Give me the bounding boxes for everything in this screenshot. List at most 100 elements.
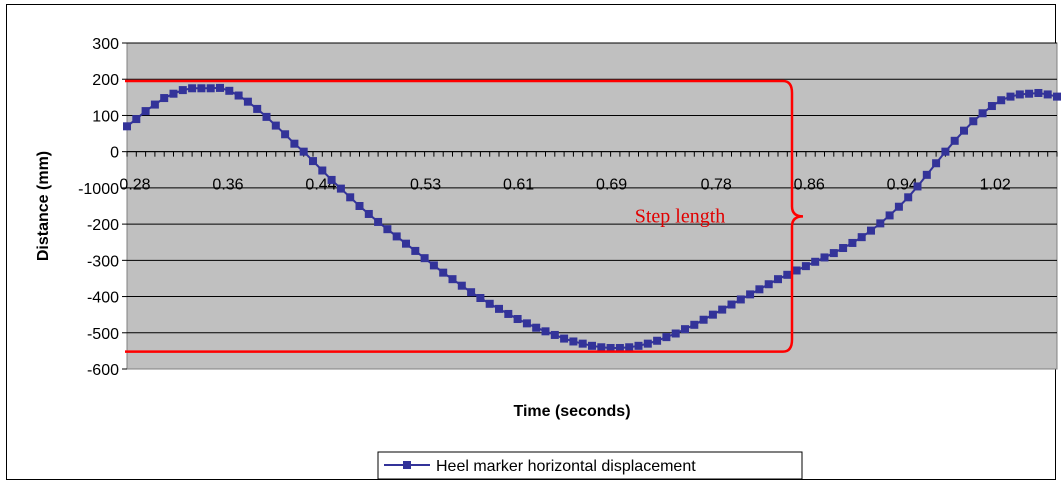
data-point (355, 202, 364, 210)
data-point (309, 157, 317, 166)
y-axis-title: Distance (mm) (35, 151, 52, 261)
data-point (197, 84, 206, 93)
x-axis-title: Time (seconds) (513, 403, 630, 420)
data-point (1043, 90, 1052, 99)
y-tick-label: 0 (110, 145, 119, 162)
data-point (904, 193, 913, 202)
data-point (792, 266, 801, 275)
data-point (783, 270, 792, 279)
y-tick-label: -600 (87, 362, 119, 379)
data-point (262, 112, 271, 121)
data-point (606, 343, 615, 352)
data-point (885, 211, 894, 220)
data-point (615, 343, 624, 352)
data-point (671, 329, 680, 338)
data-point (801, 262, 810, 271)
data-point (653, 336, 662, 345)
data-point (560, 334, 569, 343)
data-point (932, 159, 941, 168)
data-point (150, 100, 159, 109)
data-point (504, 309, 513, 318)
data-point (848, 238, 857, 247)
data-point (857, 233, 866, 242)
data-point (634, 341, 643, 350)
x-tick-label: 0.86 (794, 177, 825, 194)
data-point (699, 315, 708, 324)
data-point (960, 126, 968, 135)
data-point (950, 136, 959, 145)
data-point (188, 84, 197, 93)
data-point (876, 219, 885, 228)
data-point (913, 182, 922, 191)
data-point (169, 89, 178, 98)
data-point (160, 94, 169, 103)
data-point (513, 315, 522, 324)
data-point (987, 102, 996, 111)
data-point (1025, 89, 1034, 98)
data-point (206, 84, 215, 93)
legend-box (377, 451, 803, 480)
data-point (820, 253, 829, 262)
annotation-layer: Step length (125, 79, 804, 353)
legend: Heel marker horizontal displacement (377, 451, 803, 480)
data-point (299, 147, 308, 156)
data-point (420, 254, 429, 263)
x-tick-label: 0.94 (887, 177, 918, 194)
data-point (764, 280, 773, 289)
data-point (829, 249, 838, 258)
data-point (290, 139, 299, 148)
data-point (253, 104, 262, 113)
data-point (746, 290, 755, 299)
data-point (467, 288, 476, 297)
y-tick-label: -400 (87, 290, 119, 307)
data-point (1015, 90, 1024, 99)
data-point (374, 217, 383, 226)
data-point (485, 299, 494, 308)
data-point (718, 305, 727, 314)
data-point (141, 107, 150, 116)
data-point (132, 115, 141, 124)
y-tick-label: -200 (87, 217, 119, 234)
data-point (402, 239, 410, 248)
data-point (541, 327, 550, 336)
data-point (978, 109, 987, 118)
y-tick-label: -1000 (78, 181, 119, 198)
data-point (281, 130, 290, 139)
data-point (318, 166, 327, 175)
data-point (495, 304, 503, 313)
data-point (922, 170, 931, 179)
data-point (588, 341, 596, 350)
data-point (1034, 88, 1043, 97)
plot-area (126, 42, 1058, 370)
data-point (690, 320, 699, 329)
data-point (411, 246, 420, 255)
data-point (1006, 92, 1015, 101)
data-point (578, 339, 587, 348)
data-point (736, 295, 745, 304)
data-point (532, 323, 541, 332)
data-point (225, 86, 234, 95)
y-tick-label: 300 (92, 36, 119, 53)
data-point (178, 86, 187, 95)
data-point (708, 310, 717, 319)
data-point (346, 193, 355, 202)
data-point (392, 232, 401, 241)
data-point (123, 122, 131, 131)
y-tick-label: 200 (92, 72, 119, 89)
x-tick-label: 0.53 (410, 177, 441, 194)
data-point (550, 330, 559, 339)
data-point (448, 275, 457, 284)
series-layer (123, 83, 1061, 352)
x-tick-label: 0.69 (596, 177, 627, 194)
step-length-annotation: Step length (635, 205, 726, 227)
y-axis: 300 200 100 0 -1000 -200 -300 -400 -500 -600 (78, 36, 127, 379)
data-point (439, 268, 448, 277)
data-point (476, 294, 485, 303)
x-tick-label: 0.28 (119, 177, 150, 194)
data-point (457, 281, 466, 290)
data-point (894, 202, 903, 211)
data-point (364, 209, 373, 218)
x-tick-label: 0.36 (212, 177, 243, 194)
data-point (1053, 92, 1061, 101)
data-point (625, 343, 634, 352)
